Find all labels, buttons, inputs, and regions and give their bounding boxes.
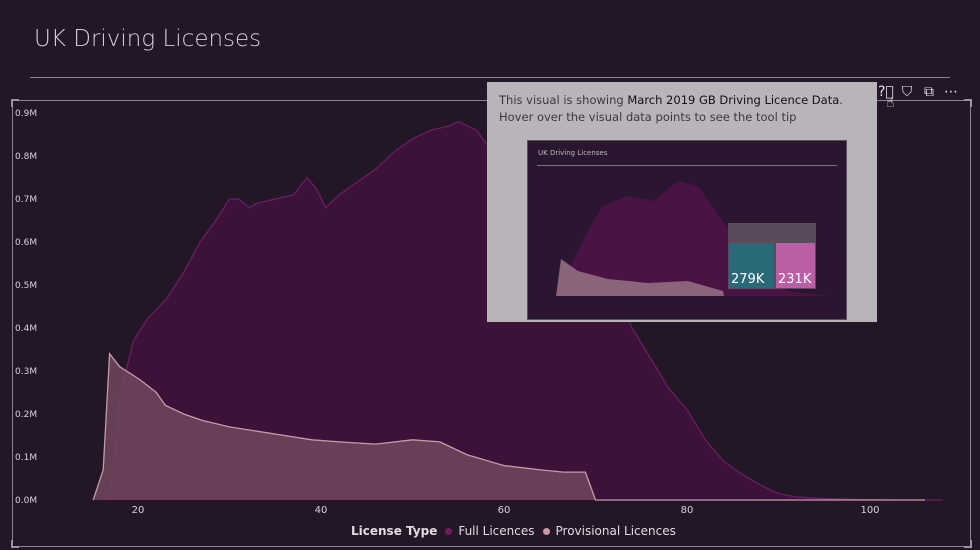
legend-dot-provisional: [542, 527, 550, 535]
resize-handle[interactable]: [11, 540, 19, 548]
thumbnail-divider: [537, 165, 837, 166]
hand-cursor-icon: ☝: [886, 95, 895, 111]
y-tick-label: 0.5M: [15, 281, 37, 291]
legend-dot-full: [445, 527, 453, 535]
legend-title: License Type: [351, 524, 438, 538]
male-tile: 279K: [729, 243, 774, 288]
help-tooltip: This visual is showing March 2019 GB Dri…: [487, 82, 877, 322]
provisional-licences-area[interactable]: [93, 353, 925, 500]
y-tick-label: 0.8M: [15, 152, 37, 162]
x-tick-label: 100: [860, 505, 879, 516]
y-tick-label: 0.3M: [15, 367, 37, 377]
focus-mode-icon[interactable]: ⧉: [924, 84, 934, 100]
filter-icon[interactable]: ⛉: [901, 84, 913, 100]
thumbnail-tooltip-card: 279K 231K: [728, 223, 816, 289]
y-tick-label: 0.7M: [15, 195, 37, 205]
provisional-licences-line: [92, 352, 925, 501]
female-tile: 231K: [776, 243, 815, 288]
y-tick-label: 0.2M: [15, 410, 37, 420]
tooltip-text: This visual is showing March 2019 GB Dri…: [499, 93, 843, 124]
visual-header-icons: ?⃝ ⛉ ⧉ ⋯: [878, 84, 958, 100]
y-tick-label: 0.6M: [15, 238, 37, 248]
x-axis: 20 40 60 80 100: [132, 505, 880, 516]
y-tick-label: 0.9M: [15, 109, 37, 119]
x-tick-label: 40: [315, 505, 328, 516]
y-tick-label: 0.0M: [15, 496, 37, 506]
y-axis: 0.0M 0.1M 0.2M 0.3M 0.4M 0.5M 0.6M 0.7M 0.8M 0.9M: [15, 109, 37, 506]
legend-item-provisional[interactable]: Provisional Licences: [555, 524, 676, 538]
legend-item-full[interactable]: Full Licences: [458, 524, 535, 538]
thumbnail-chart: [556, 181, 828, 296]
resize-handle[interactable]: [11, 99, 19, 107]
more-options-icon[interactable]: ⋯: [944, 84, 958, 100]
page-title: UK Driving Licenses: [34, 26, 262, 52]
legend: License Type Full Licences Provisional L…: [351, 524, 676, 538]
tooltip-thumbnail: UK Driving Licenses 279K 231K: [527, 140, 847, 320]
thumbnail-title: UK Driving Licenses: [538, 149, 608, 157]
resize-handle[interactable]: [964, 99, 972, 107]
x-tick-label: 60: [498, 505, 511, 516]
x-tick-label: 20: [132, 505, 145, 516]
help-icon[interactable]: ?⃝: [878, 84, 894, 100]
y-tick-label: 0.1M: [15, 453, 37, 463]
y-tick-label: 0.4M: [15, 324, 37, 334]
full-licences-line: [102, 120, 944, 501]
title-divider: [30, 77, 950, 78]
x-tick-label: 80: [681, 505, 694, 516]
resize-handle[interactable]: [964, 540, 972, 548]
